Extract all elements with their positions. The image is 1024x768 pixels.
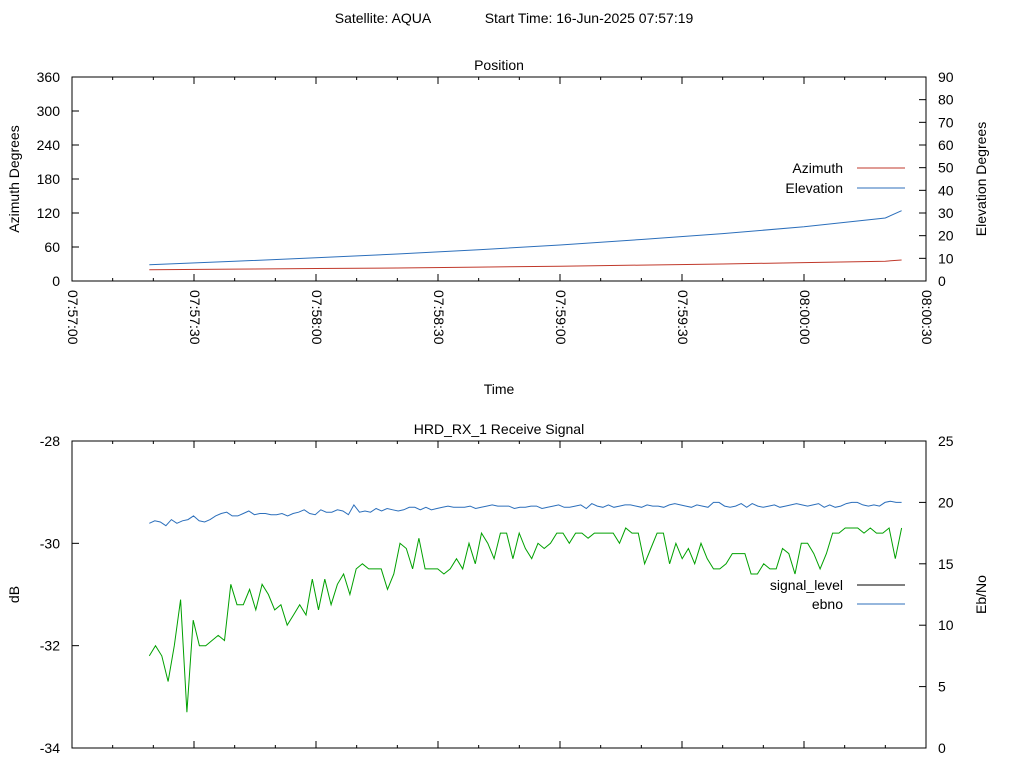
legend-label: Azimuth	[792, 160, 843, 176]
x-axis-label: Time	[484, 381, 515, 397]
series-line-azimuth	[149, 259, 902, 271]
chart-title: Position	[474, 57, 524, 73]
header-satellite: Satellite: AQUA	[335, 10, 432, 26]
x-tick-label: 08:00:00	[797, 290, 813, 345]
y-tick-label: 120	[37, 205, 61, 221]
y2-tick-label: 20	[938, 494, 954, 510]
y-tick-label: 60	[44, 239, 60, 255]
y2-tick-label: 0	[938, 740, 946, 756]
series-line-signal-level	[148, 527, 903, 713]
x-tick-label: 07:58:30	[431, 290, 447, 345]
plot-frame	[71, 440, 927, 749]
y2-tick-label: 30	[938, 205, 954, 221]
chart-title: HRD_RX_1 Receive Signal	[414, 421, 584, 437]
y2-tick-label: 80	[938, 92, 954, 108]
y2-tick-label: 10	[938, 250, 954, 266]
x-tick-label: 08:00:30	[919, 290, 935, 345]
y2-axis-label: Eb/No	[973, 575, 989, 614]
y-tick-label: 0	[52, 273, 60, 289]
y-tick-label: 300	[37, 103, 61, 119]
x-tick-label: 07:57:00	[65, 290, 81, 345]
y-tick-label: -34	[40, 740, 60, 756]
y-tick-label: -30	[40, 535, 60, 551]
y2-tick-label: 5	[938, 679, 946, 695]
series-line-ebno	[149, 500, 902, 527]
x-tick-label: 07:58:00	[309, 290, 325, 345]
y2-tick-label: 10	[938, 617, 954, 633]
position-chart: Position 07:57:00 07:57:30 07:58:00 07:58:30…	[6, 57, 989, 397]
header-start-time: Start Time: 16-Jun-2025 07:57:19	[485, 10, 694, 26]
x-tick-label: 07:59:00	[553, 290, 569, 345]
x-tick-label: 07:59:30	[675, 290, 691, 345]
plot-frame	[71, 76, 927, 282]
legend-label: ebno	[812, 596, 843, 612]
y2-tick-label: 90	[938, 69, 954, 85]
series-line-elevation	[149, 210, 902, 266]
y2-tick-label: 0	[938, 273, 946, 289]
y2-tick-label: 70	[938, 114, 954, 130]
y-axis-label: dB	[6, 586, 22, 603]
receive-signal-chart: HRD_RX_1 Receive Signal -34 -32 -30 -28 0 5 10 1…	[6, 421, 989, 756]
y2-tick-label: 15	[938, 556, 954, 572]
y-tick-label: -28	[40, 433, 60, 449]
y2-tick-label: 60	[938, 137, 954, 153]
legend-label: Elevation	[785, 180, 843, 196]
y-tick-label: 180	[37, 171, 61, 187]
y2-tick-label: 20	[938, 228, 954, 244]
y-tick-label: 240	[37, 137, 61, 153]
legend-label: signal_level	[770, 577, 843, 593]
y-axis-label: Azimuth Degrees	[6, 125, 22, 232]
y2-axis-label: Elevation Degrees	[973, 122, 989, 236]
y-tick-label: -32	[40, 638, 60, 654]
y2-tick-label: 25	[938, 433, 954, 449]
y-tick-label: 360	[37, 69, 61, 85]
x-tick-label: 07:57:30	[187, 290, 203, 345]
y2-tick-label: 50	[938, 160, 954, 176]
y2-tick-label: 40	[938, 182, 954, 198]
